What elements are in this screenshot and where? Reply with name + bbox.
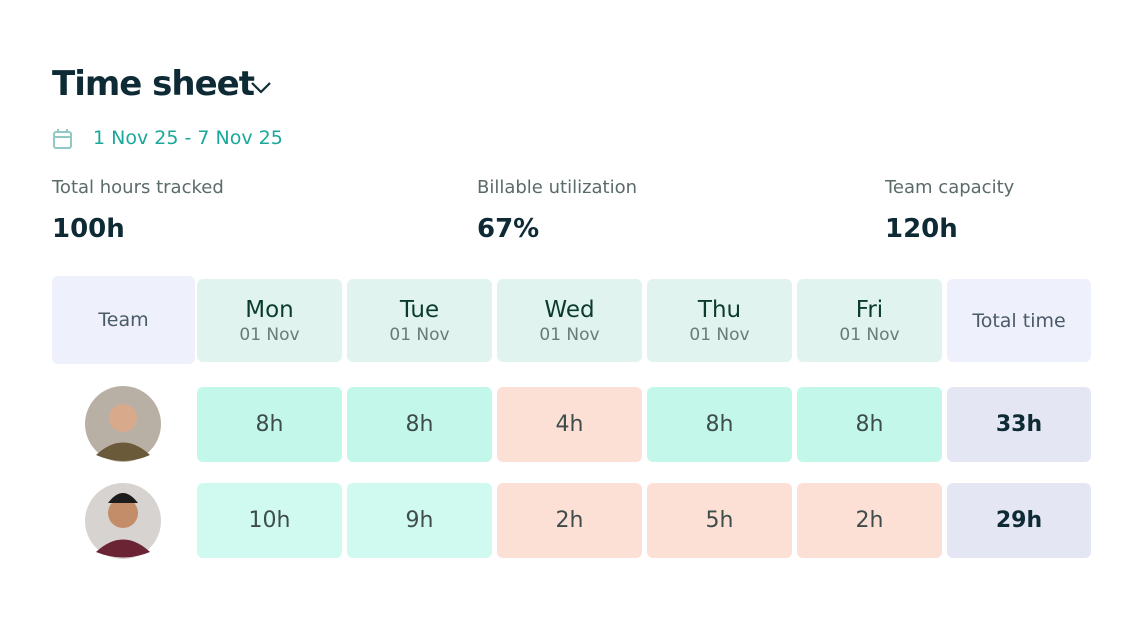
stat-value: 67% — [477, 214, 540, 244]
day-name: Mon — [245, 296, 294, 323]
team-header: Team — [52, 276, 195, 364]
stat-label: Team capacity — [885, 177, 1015, 198]
hours-cell: 9h — [347, 483, 492, 558]
day-date: 01 Nov — [239, 324, 300, 345]
title[interactable]: Time sheet — [52, 64, 255, 104]
day-date: 01 Nov — [689, 324, 750, 345]
day-name: Wed — [544, 296, 595, 323]
day-name: Tue — [399, 296, 440, 323]
hours-cell: 2h — [797, 483, 942, 558]
day-name: Thu — [697, 296, 742, 323]
stat-value: 120h — [885, 214, 958, 244]
hours-cell: 8h — [347, 387, 492, 462]
date-range[interactable]: 1 Nov 25 - 7 Nov 25 — [93, 127, 283, 149]
day-header: Mon 01 Nov — [197, 279, 342, 362]
hours-cell: 2h — [497, 483, 642, 558]
hours-cell: 5h — [647, 483, 792, 558]
hours-cell: 10h — [197, 483, 342, 558]
hours-cell: 4h — [497, 387, 642, 462]
day-header: Wed 01 Nov — [497, 279, 642, 362]
hours-cell: 8h — [647, 387, 792, 462]
total-header: Total time — [947, 279, 1091, 362]
day-header: Tue 01 Nov — [347, 279, 492, 362]
stat-value: 100h — [52, 214, 125, 244]
chevron-icon[interactable] — [248, 78, 274, 98]
hours-cell: 8h — [197, 387, 342, 462]
day-date: 01 Nov — [839, 324, 900, 345]
calendar-icon — [53, 129, 72, 149]
hours-cell: 8h — [797, 387, 942, 462]
day-date: 01 Nov — [539, 324, 600, 345]
total-cell: 29h — [947, 483, 1091, 558]
stat-label: Billable utilization — [477, 177, 638, 198]
day-header: Fri 01 Nov — [797, 279, 942, 362]
day-header: Thu 01 Nov — [647, 279, 792, 362]
stat-label: Total hours tracked — [52, 177, 224, 198]
day-date: 01 Nov — [389, 324, 450, 345]
avatars — [85, 386, 161, 559]
total-cell: 33h — [947, 387, 1091, 462]
day-name: Fri — [855, 296, 884, 323]
